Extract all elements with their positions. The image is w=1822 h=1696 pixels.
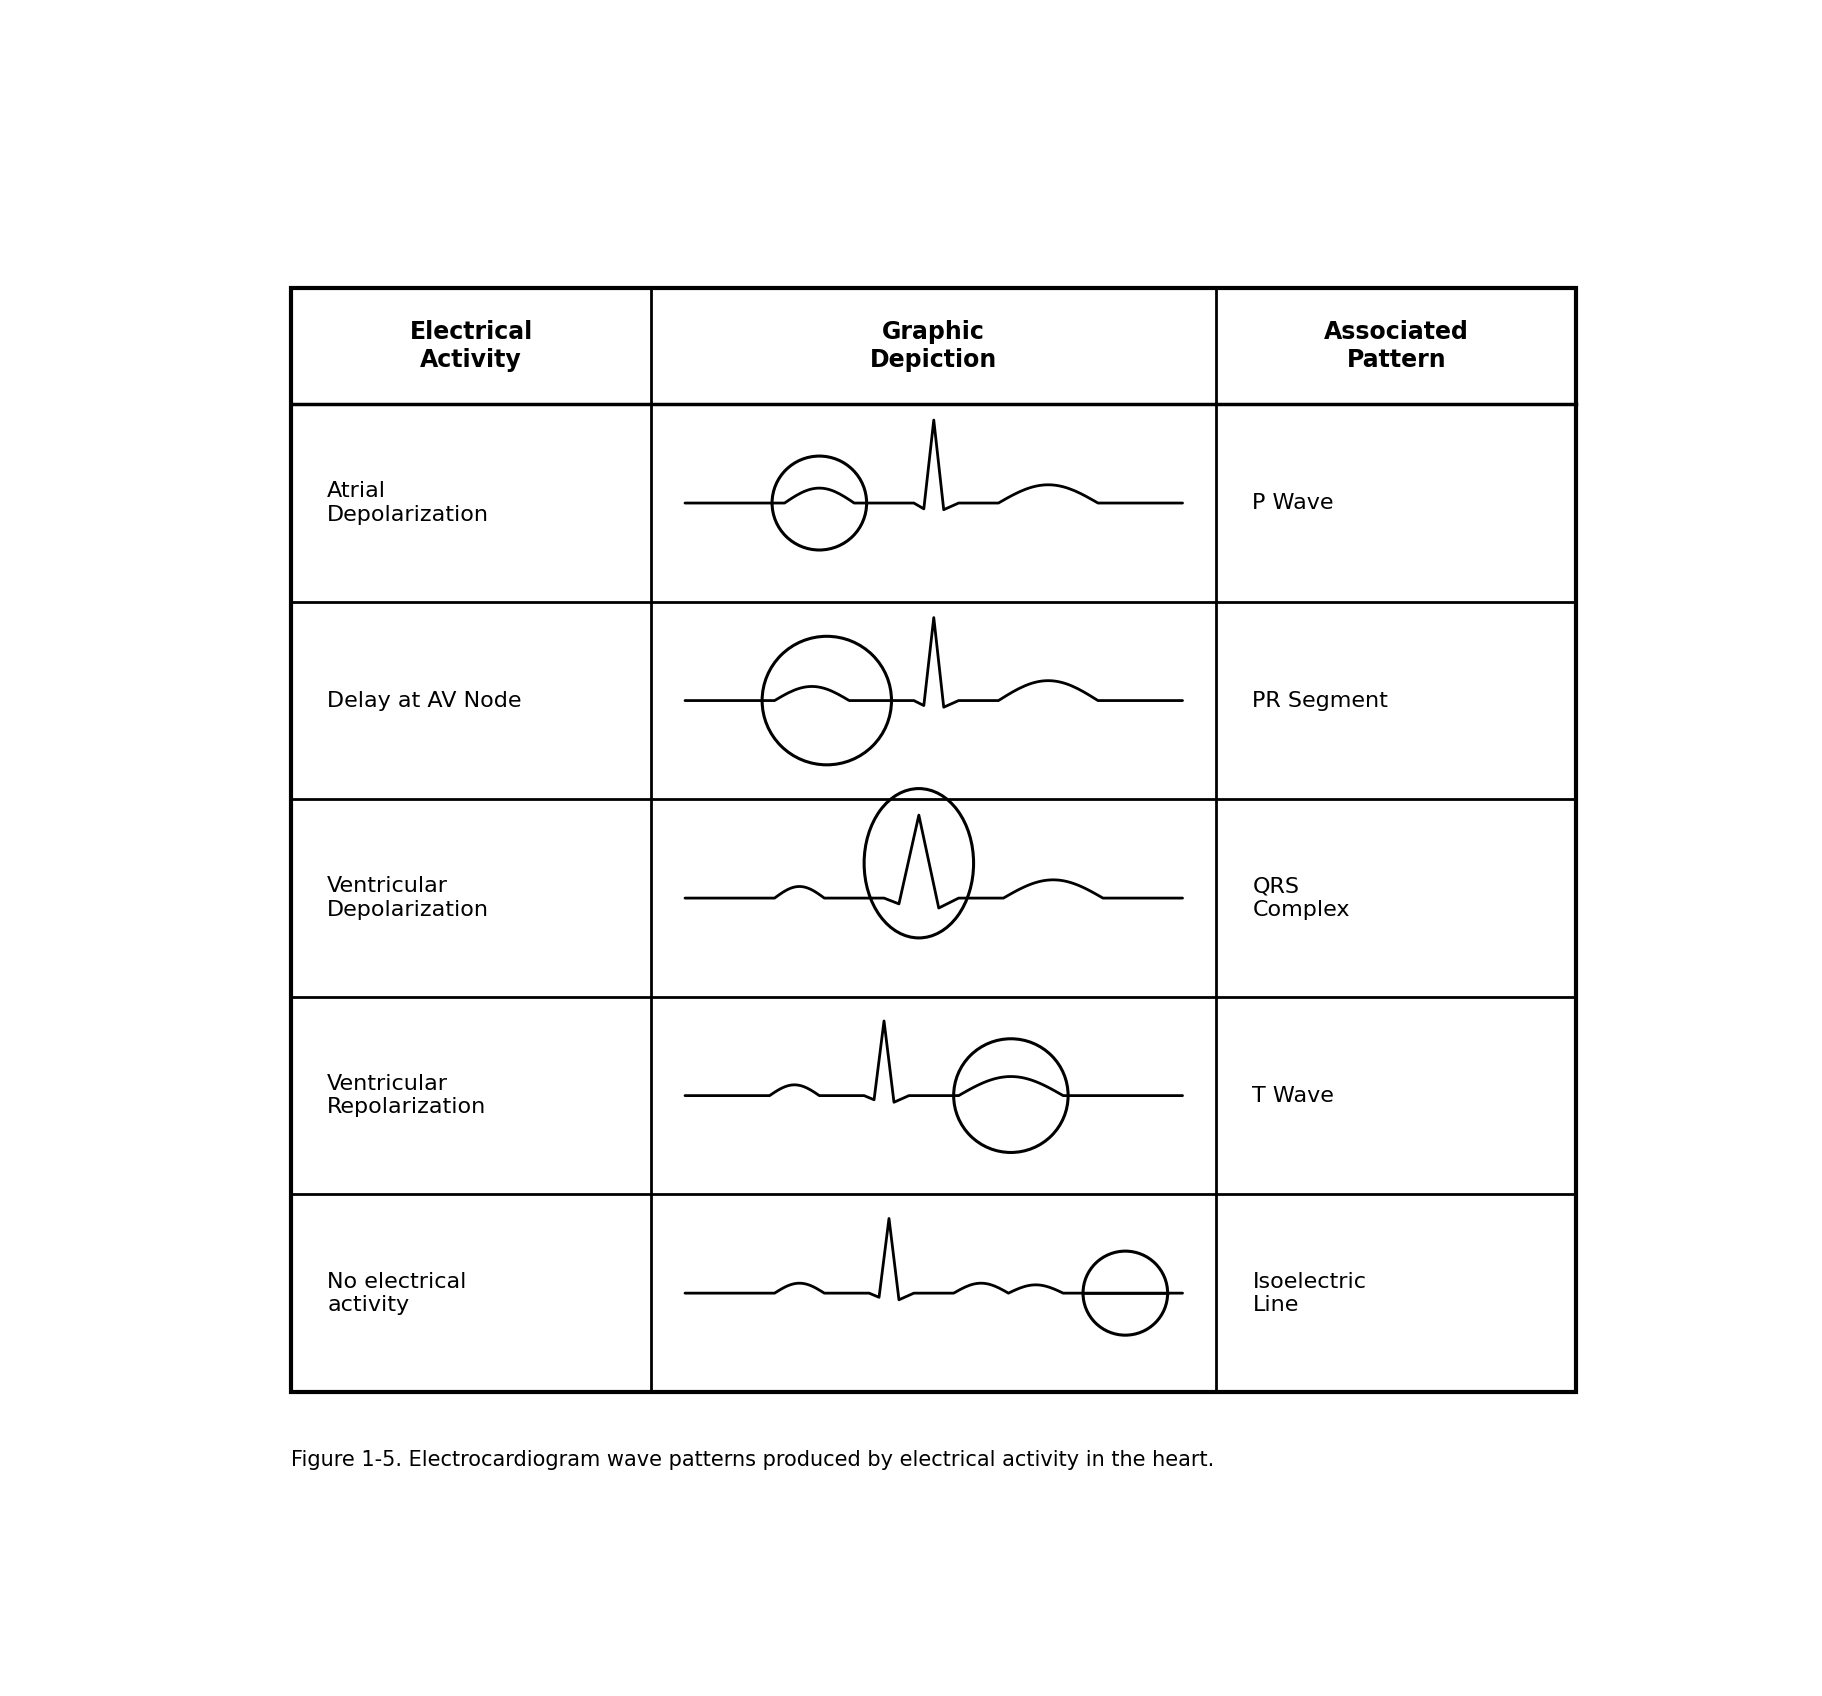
Text: Figure 1-5. Electrocardiogram wave patterns produced by electrical activity in t: Figure 1-5. Electrocardiogram wave patte… [292, 1450, 1215, 1470]
Text: Graphic
Depiction: Graphic Depiction [871, 321, 997, 371]
Text: Ventricular
Repolarization: Ventricular Repolarization [328, 1074, 486, 1118]
Text: Associated
Pattern: Associated Pattern [1325, 321, 1469, 371]
Text: Atrial
Depolarization: Atrial Depolarization [328, 482, 490, 524]
Text: QRS
Complex: QRS Complex [1252, 877, 1350, 919]
Text: Isoelectric
Line: Isoelectric Line [1252, 1272, 1366, 1314]
Text: P Wave: P Wave [1252, 494, 1334, 512]
Text: T Wave: T Wave [1252, 1085, 1334, 1106]
Bar [292, 288, 1576, 1392]
Text: Ventricular
Depolarization: Ventricular Depolarization [328, 877, 490, 919]
Text: No electrical
activity: No electrical activity [328, 1272, 466, 1314]
Text: Electrical
Activity: Electrical Activity [410, 321, 532, 371]
Text: Delay at AV Node: Delay at AV Node [328, 690, 521, 711]
Text: PR Segment: PR Segment [1252, 690, 1388, 711]
